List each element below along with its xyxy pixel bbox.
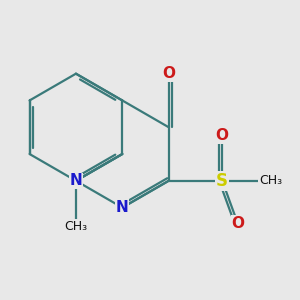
Text: O: O — [162, 66, 175, 81]
Text: CH₃: CH₃ — [64, 220, 88, 233]
Text: N: N — [70, 173, 82, 188]
Text: CH₃: CH₃ — [259, 174, 282, 187]
Text: O: O — [216, 128, 229, 143]
Text: S: S — [216, 172, 228, 190]
Text: N: N — [116, 200, 129, 215]
Text: O: O — [231, 216, 244, 231]
